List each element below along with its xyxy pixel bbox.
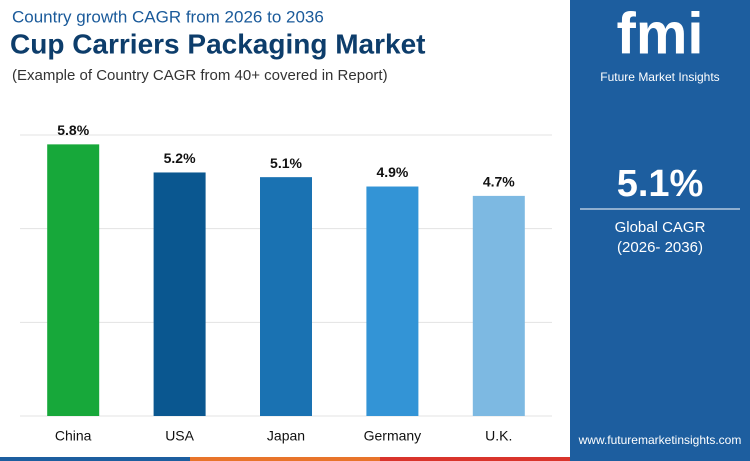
stripe <box>0 457 190 461</box>
chart-title: Cup Carriers Packaging Market <box>10 28 426 59</box>
value-label: 5.8% <box>57 122 89 138</box>
website: www.futuremarketinsights.com <box>578 433 742 447</box>
kicker: Country growth CAGR from 2026 to 2036 <box>12 7 324 26</box>
bar <box>260 177 312 416</box>
bar <box>366 186 419 416</box>
x-tick-label: USA <box>165 428 194 444</box>
plot: China 5.8% USA 5.2% Japan 5.1% Germany 4.9% U.K.… <box>20 122 552 444</box>
x-tick-label: Germany <box>364 428 422 444</box>
x-tick-label: Japan <box>267 428 305 444</box>
bar <box>47 144 100 416</box>
bar <box>153 172 206 416</box>
value-label: 5.2% <box>164 150 196 166</box>
period: (2026- 2036) <box>617 239 703 256</box>
brand: Future Market Insights <box>600 70 719 84</box>
chart-subtitle: (Example of Country CAGR from 40+ covere… <box>12 67 388 84</box>
value-label: 4.7% <box>483 174 515 190</box>
stripe <box>380 457 570 461</box>
logo: fmi <box>617 1 704 66</box>
stripe <box>190 457 380 461</box>
cagr-label: Global CAGR <box>615 219 706 236</box>
x-tick-label: U.K. <box>485 428 512 444</box>
bar <box>472 195 525 416</box>
side-panel <box>570 0 750 461</box>
global-cagr: 5.1% <box>617 163 704 205</box>
x-tick-label: China <box>55 428 92 444</box>
value-label: 4.9% <box>376 164 408 180</box>
value-label: 5.1% <box>270 155 302 171</box>
stripe <box>570 457 750 461</box>
